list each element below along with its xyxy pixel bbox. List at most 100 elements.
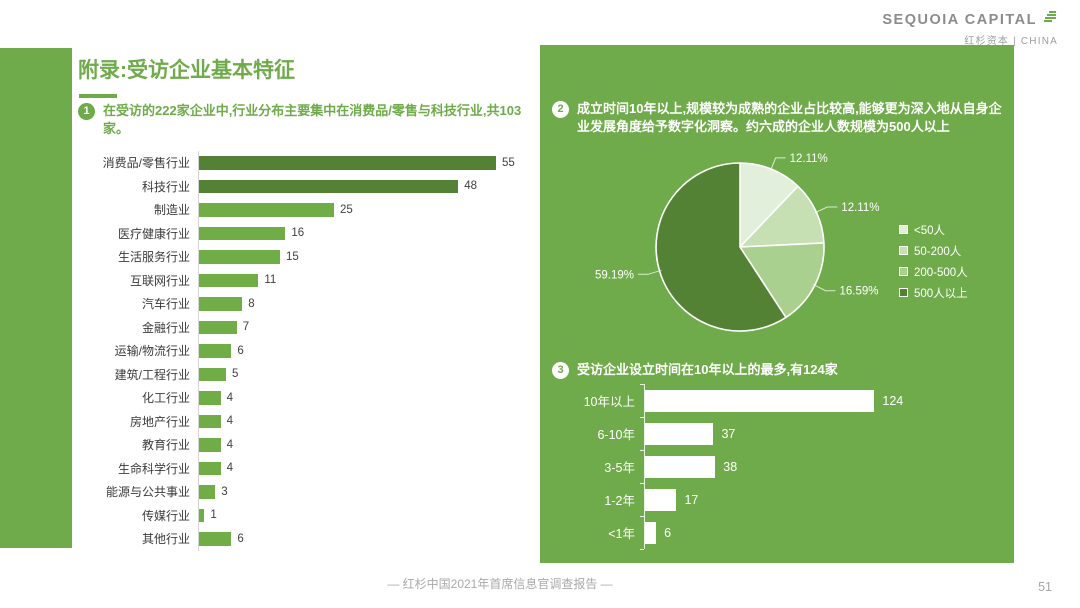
industry-bar-row: 金融行业 7 [85,315,537,339]
industry-bar-row: 科技行业 48 [85,174,537,198]
age-bar-track: 37 [644,417,1008,450]
industry-label: 汽车行业 [141,297,190,312]
industry-label: 生命科学行业 [117,461,190,476]
industry-bar [199,297,243,311]
note-3: 3 受访企业设立时间在10年以上的最多,有124家 [552,361,1006,379]
industry-bar-chart: 消费品/零售行业 55 科技行业 48 制造业 25 医疗健康行业 16 生活服务行业 15 互联网… [85,151,537,551]
industry-value: 7 [242,321,250,334]
industry-value: 1 [210,509,217,522]
industry-bar [199,320,237,334]
note-1: 1 在受访的222家企业中,行业分布主要集中在消费品/零售与科技行业,共103家… [78,102,536,138]
note-2-text: 成立时间10年以上,规模较为成熟的企业占比较高,能够更为深入地从自身企业发展角度… [577,101,1002,135]
industry-bar [199,414,221,428]
age-bar-row: 10年以上 124 [560,383,1008,417]
axis-tick [640,482,644,484]
age-value: 17 [684,492,699,507]
note-3-text: 受访企业设立时间在10年以上的最多,有124家 [577,362,838,377]
industry-value: 5 [232,368,239,381]
page-number: 51 [1038,580,1052,594]
industry-bar-row: 生命科学行业 4 [85,456,537,480]
industry-value: 4 [226,462,233,475]
industry-bar-track: 15 [198,245,537,269]
industry-bar-row: 其他行业 6 [85,527,537,551]
legend-swatch [899,288,908,297]
industry-bar [199,203,334,217]
industry-bar [199,532,232,546]
logo-wordmark: SEQUOIA CAPITAL [882,12,1037,28]
legend-label: 50-200人 [914,245,962,258]
industry-value: 3 [221,485,228,498]
age-bar-row: 3-5年 38 [560,449,1008,483]
industry-label: 传媒行业 [141,508,190,523]
legend-swatch [899,225,908,234]
industry-bar-row: 教育行业 4 [85,433,537,457]
axis-tick [640,383,644,385]
industry-bar-track: 4 [198,409,537,433]
industry-bar-track: 48 [198,174,537,198]
age-bar-row: <1年 6 [560,515,1008,550]
age-bar [645,488,677,511]
company-size-pie-chart: 12.11% 12.11% 16.59% 59.19% [595,153,879,332]
age-bar [645,455,716,478]
industry-value: 6 [237,532,244,545]
industry-bar-row: 消费品/零售行业 55 [85,151,537,175]
axis-tick [640,515,644,517]
industry-bar [199,250,280,264]
industry-bar-row: 房地产行业 4 [85,409,537,433]
industry-bar-track: 4 [198,456,537,480]
age-label: 3-5年 [604,461,635,475]
age-bar-row: 1-2年 17 [560,482,1008,516]
industry-bar-track: 4 [198,433,537,457]
legend-label: <50人 [914,224,946,237]
left-accent-bar [0,48,72,548]
industry-value: 16 [291,227,305,240]
industry-bar-track: 25 [198,198,537,222]
pie-leader-line [814,206,838,214]
note-1-text: 在受访的222家企业中,行业分布主要集中在消费品/零售与科技行业,共103家。 [103,103,522,137]
age-bar-track: 6 [644,516,1008,549]
industry-value: 55 [502,156,515,169]
age-bar-track: 124 [644,384,1008,417]
industry-label: 运输/物流行业 [114,344,190,359]
note-2-number-badge: 2 [552,101,569,118]
industry-label: 消费品/零售行业 [102,156,190,171]
industry-bar-row: 互联网行业 11 [85,268,537,292]
industry-bar-row: 传媒行业 1 [85,503,537,527]
age-value: 6 [664,525,672,540]
industry-bar [199,508,205,522]
pie-leader-line [812,283,836,292]
pie-percentage-label: 16.59% [840,286,879,298]
industry-value: 48 [464,180,477,193]
note-3-number-badge: 3 [552,362,569,379]
industry-bar [199,461,221,475]
industry-value: 6 [237,344,244,357]
pie-leader-line [638,269,662,275]
industry-bar-row: 建筑/工程行业 5 [85,362,537,386]
age-bar-track: 38 [644,450,1008,483]
logo-subtitle: 红杉资本 | CHINA [964,36,1058,47]
industry-label: 科技行业 [141,179,190,194]
industry-bar [199,156,496,170]
industry-bar-row: 医疗健康行业 16 [85,221,537,245]
sequoia-tree-icon [1042,10,1058,30]
age-bar-row: 6-10年 37 [560,416,1008,450]
industry-bar [199,226,286,240]
company-age-bar-chart: 10年以上 124 6-10年 37 3-5年 38 1-2年 17 <1年 6 [560,383,1008,550]
industry-bar-track: 3 [198,480,537,504]
industry-value: 4 [226,415,233,428]
industry-bar-track: 6 [198,339,537,363]
industry-bar [199,391,221,405]
industry-bar-row: 生活服务行业 15 [85,245,537,269]
industry-bar [199,485,216,499]
industry-bar-row: 能源与公共事业 3 [85,480,537,504]
industry-bar-track: 11 [198,268,537,292]
note-1-number-badge: 1 [78,103,95,120]
note-2: 2 成立时间10年以上,规模较为成熟的企业占比较高,能够更为深入地从自身企业发展… [552,100,1006,136]
legend-swatch [899,267,908,276]
industry-bar-track: 6 [198,527,537,551]
pie-percentage-label: 12.11% [841,202,879,214]
industry-bar-row: 制造业 25 [85,198,537,222]
industry-label: 教育行业 [141,438,190,453]
legend-item: 50-200人 [899,240,968,261]
legend-swatch [899,246,908,255]
